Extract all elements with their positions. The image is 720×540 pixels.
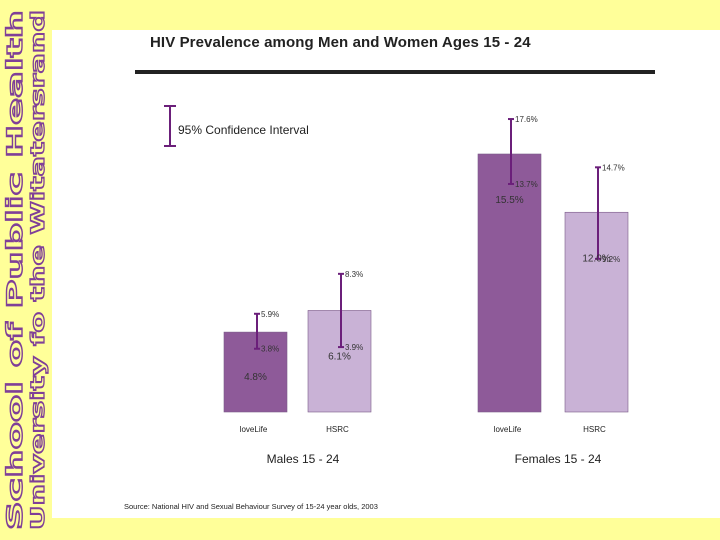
ci-low-label-female-lovelife: 13.7% (515, 180, 538, 189)
value-label-male-lovelife: 4.8% (244, 372, 267, 383)
category-label-male-lovelife: loveLife (240, 425, 268, 434)
ci-low-label-male-lovelife: 3.8% (261, 345, 279, 354)
group-label-females: Females 15 - 24 (515, 452, 602, 466)
bar-male-hsrc (307, 310, 372, 413)
bars-layer: 5.9% 3.8% 4.8% loveLife 8.3% 3.9%6.1% HSRC Male… (223, 115, 629, 466)
value-label-male-hsrc: 6.1% (328, 351, 351, 362)
ci-high-label-female-hsrc: 14.7% (602, 163, 625, 172)
legend-label: 95% Confidence Interval (178, 123, 309, 137)
legend: 95% Confidence Interval (164, 105, 309, 147)
source-note: Source: National HIV and Sexual Behaviou… (124, 502, 378, 511)
category-label-male-hsrc: HSRC (326, 425, 349, 434)
bar-female-hsrc (564, 211, 629, 413)
side-banner: School of Public Health University fo th… (2, 9, 49, 530)
category-label-female-lovelife: loveLife (494, 425, 522, 434)
title-rule (135, 70, 655, 74)
value-label-female-lovelife: 15.5% (495, 195, 523, 206)
category-label-female-hsrc: HSRC (583, 425, 606, 434)
banner-line-school: School of Public Health (3, 10, 27, 530)
ci-high-label-male-hsrc: 8.3% (345, 270, 363, 279)
bar-male-lovelife (223, 331, 288, 413)
bar-female-lovelife (477, 153, 542, 413)
chart-title: HIV Prevalence among Men and Women Ages … (150, 34, 531, 51)
value-label-female-hsrc: 12.0% (582, 253, 610, 264)
banner-line-university: University fo the Witatersrand (27, 10, 49, 530)
group-label-males: Males 15 - 24 (267, 452, 340, 466)
ci-low-label-male-hsrc: 3.9% (345, 343, 363, 352)
ci-high-label-male-lovelife: 5.9% (261, 310, 279, 319)
ci-high-label-female-lovelife: 17.6% (515, 115, 538, 124)
ci-low-label-female-hsrc: 9.2% (602, 255, 620, 264)
